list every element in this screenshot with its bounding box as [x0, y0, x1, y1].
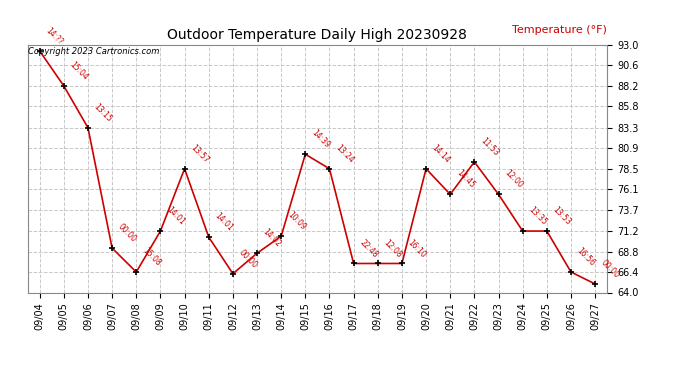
- Text: Copyright 2023 Cartronics.com: Copyright 2023 Cartronics.com: [28, 48, 159, 57]
- Text: 13:15: 13:15: [92, 102, 114, 124]
- Text: 14:??: 14:??: [44, 26, 64, 47]
- Text: 12:08: 12:08: [382, 238, 404, 260]
- Text: 13:53: 13:53: [551, 205, 573, 227]
- Text: 14:01: 14:01: [165, 205, 186, 227]
- Text: 00:00: 00:00: [117, 222, 138, 244]
- Text: 13:35: 13:35: [527, 205, 549, 227]
- Text: 10:09: 10:09: [286, 210, 307, 232]
- Text: 12:00: 12:00: [503, 168, 524, 190]
- Text: 16:10: 16:10: [406, 238, 428, 260]
- Text: 11:53: 11:53: [479, 136, 500, 158]
- Text: 13:57: 13:57: [189, 143, 210, 165]
- Title: Outdoor Temperature Daily High 20230928: Outdoor Temperature Daily High 20230928: [168, 28, 467, 42]
- Text: 00:00: 00:00: [237, 248, 259, 270]
- Text: 14:14: 14:14: [431, 143, 452, 165]
- Text: 00:00: 00:00: [600, 258, 621, 280]
- Text: 16:56: 16:56: [575, 246, 597, 268]
- Text: 14:39: 14:39: [310, 128, 331, 150]
- Text: 22:48: 22:48: [358, 238, 380, 260]
- Text: Temperature (°F): Temperature (°F): [512, 25, 607, 35]
- Text: 13:24: 13:24: [334, 143, 355, 165]
- Text: 15:04: 15:04: [68, 60, 90, 82]
- Text: 14:45: 14:45: [455, 168, 476, 190]
- Text: 14:01: 14:01: [213, 211, 235, 233]
- Text: 14:02: 14:02: [262, 227, 283, 249]
- Text: 15:08: 15:08: [141, 246, 162, 268]
